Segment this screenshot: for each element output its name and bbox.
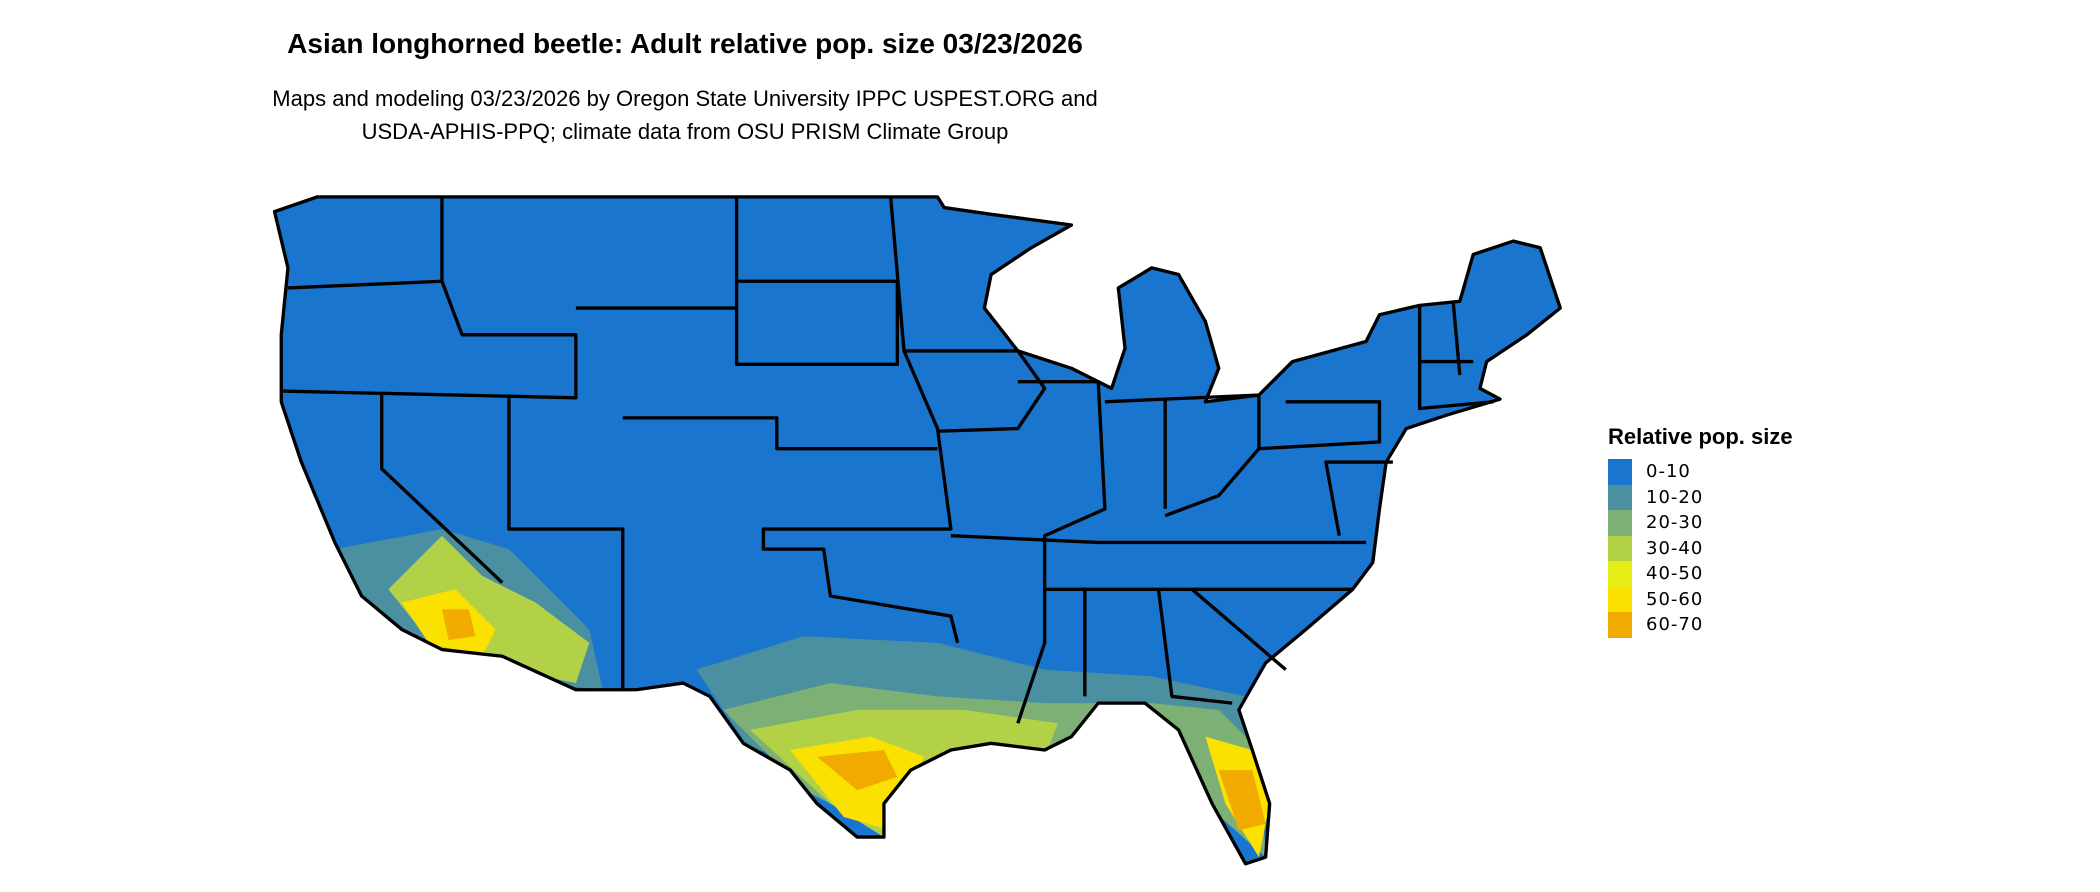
legend-label: 30-40 xyxy=(1646,537,1704,559)
legend-item: 40-50 xyxy=(1608,561,1793,587)
legend-label: 10-20 xyxy=(1646,486,1704,508)
legend-swatch xyxy=(1608,510,1632,536)
state-borders xyxy=(272,195,1562,866)
legend-item: 60-70 xyxy=(1608,612,1793,638)
map-subtitle-line2: USDA-APHIS-PPQ; climate data from OSU PR… xyxy=(361,119,1009,144)
legend-item: 20-30 xyxy=(1608,510,1793,536)
legend-label: 60-70 xyxy=(1646,614,1704,636)
legend-label: 50-60 xyxy=(1646,588,1704,610)
map-subtitle-line1: Maps and modeling 03/23/2026 by Oregon S… xyxy=(272,86,1098,111)
legend-swatch xyxy=(1608,612,1632,638)
legend-title: Relative pop. size xyxy=(1608,424,1793,449)
legend-item: 50-60 xyxy=(1608,586,1793,612)
legend-swatch xyxy=(1608,459,1632,485)
legend-swatch xyxy=(1608,535,1632,561)
legend: Relative pop. size 0-10 10-20 20-30 30-40 40… xyxy=(1608,424,1793,638)
legend-item: 30-40 xyxy=(1608,535,1793,561)
legend-swatch xyxy=(1608,586,1632,612)
legend-label: 40-50 xyxy=(1646,563,1704,585)
legend-label: 0-10 xyxy=(1646,461,1691,483)
legend-item: 10-20 xyxy=(1608,484,1793,510)
legend-swatch xyxy=(1608,484,1632,510)
legend-swatch xyxy=(1608,561,1632,587)
legend-item: 0-10 xyxy=(1608,459,1793,485)
map-title: Asian longhorned beetle: Adult relative … xyxy=(287,28,1083,59)
legend-label: 20-30 xyxy=(1646,512,1704,534)
